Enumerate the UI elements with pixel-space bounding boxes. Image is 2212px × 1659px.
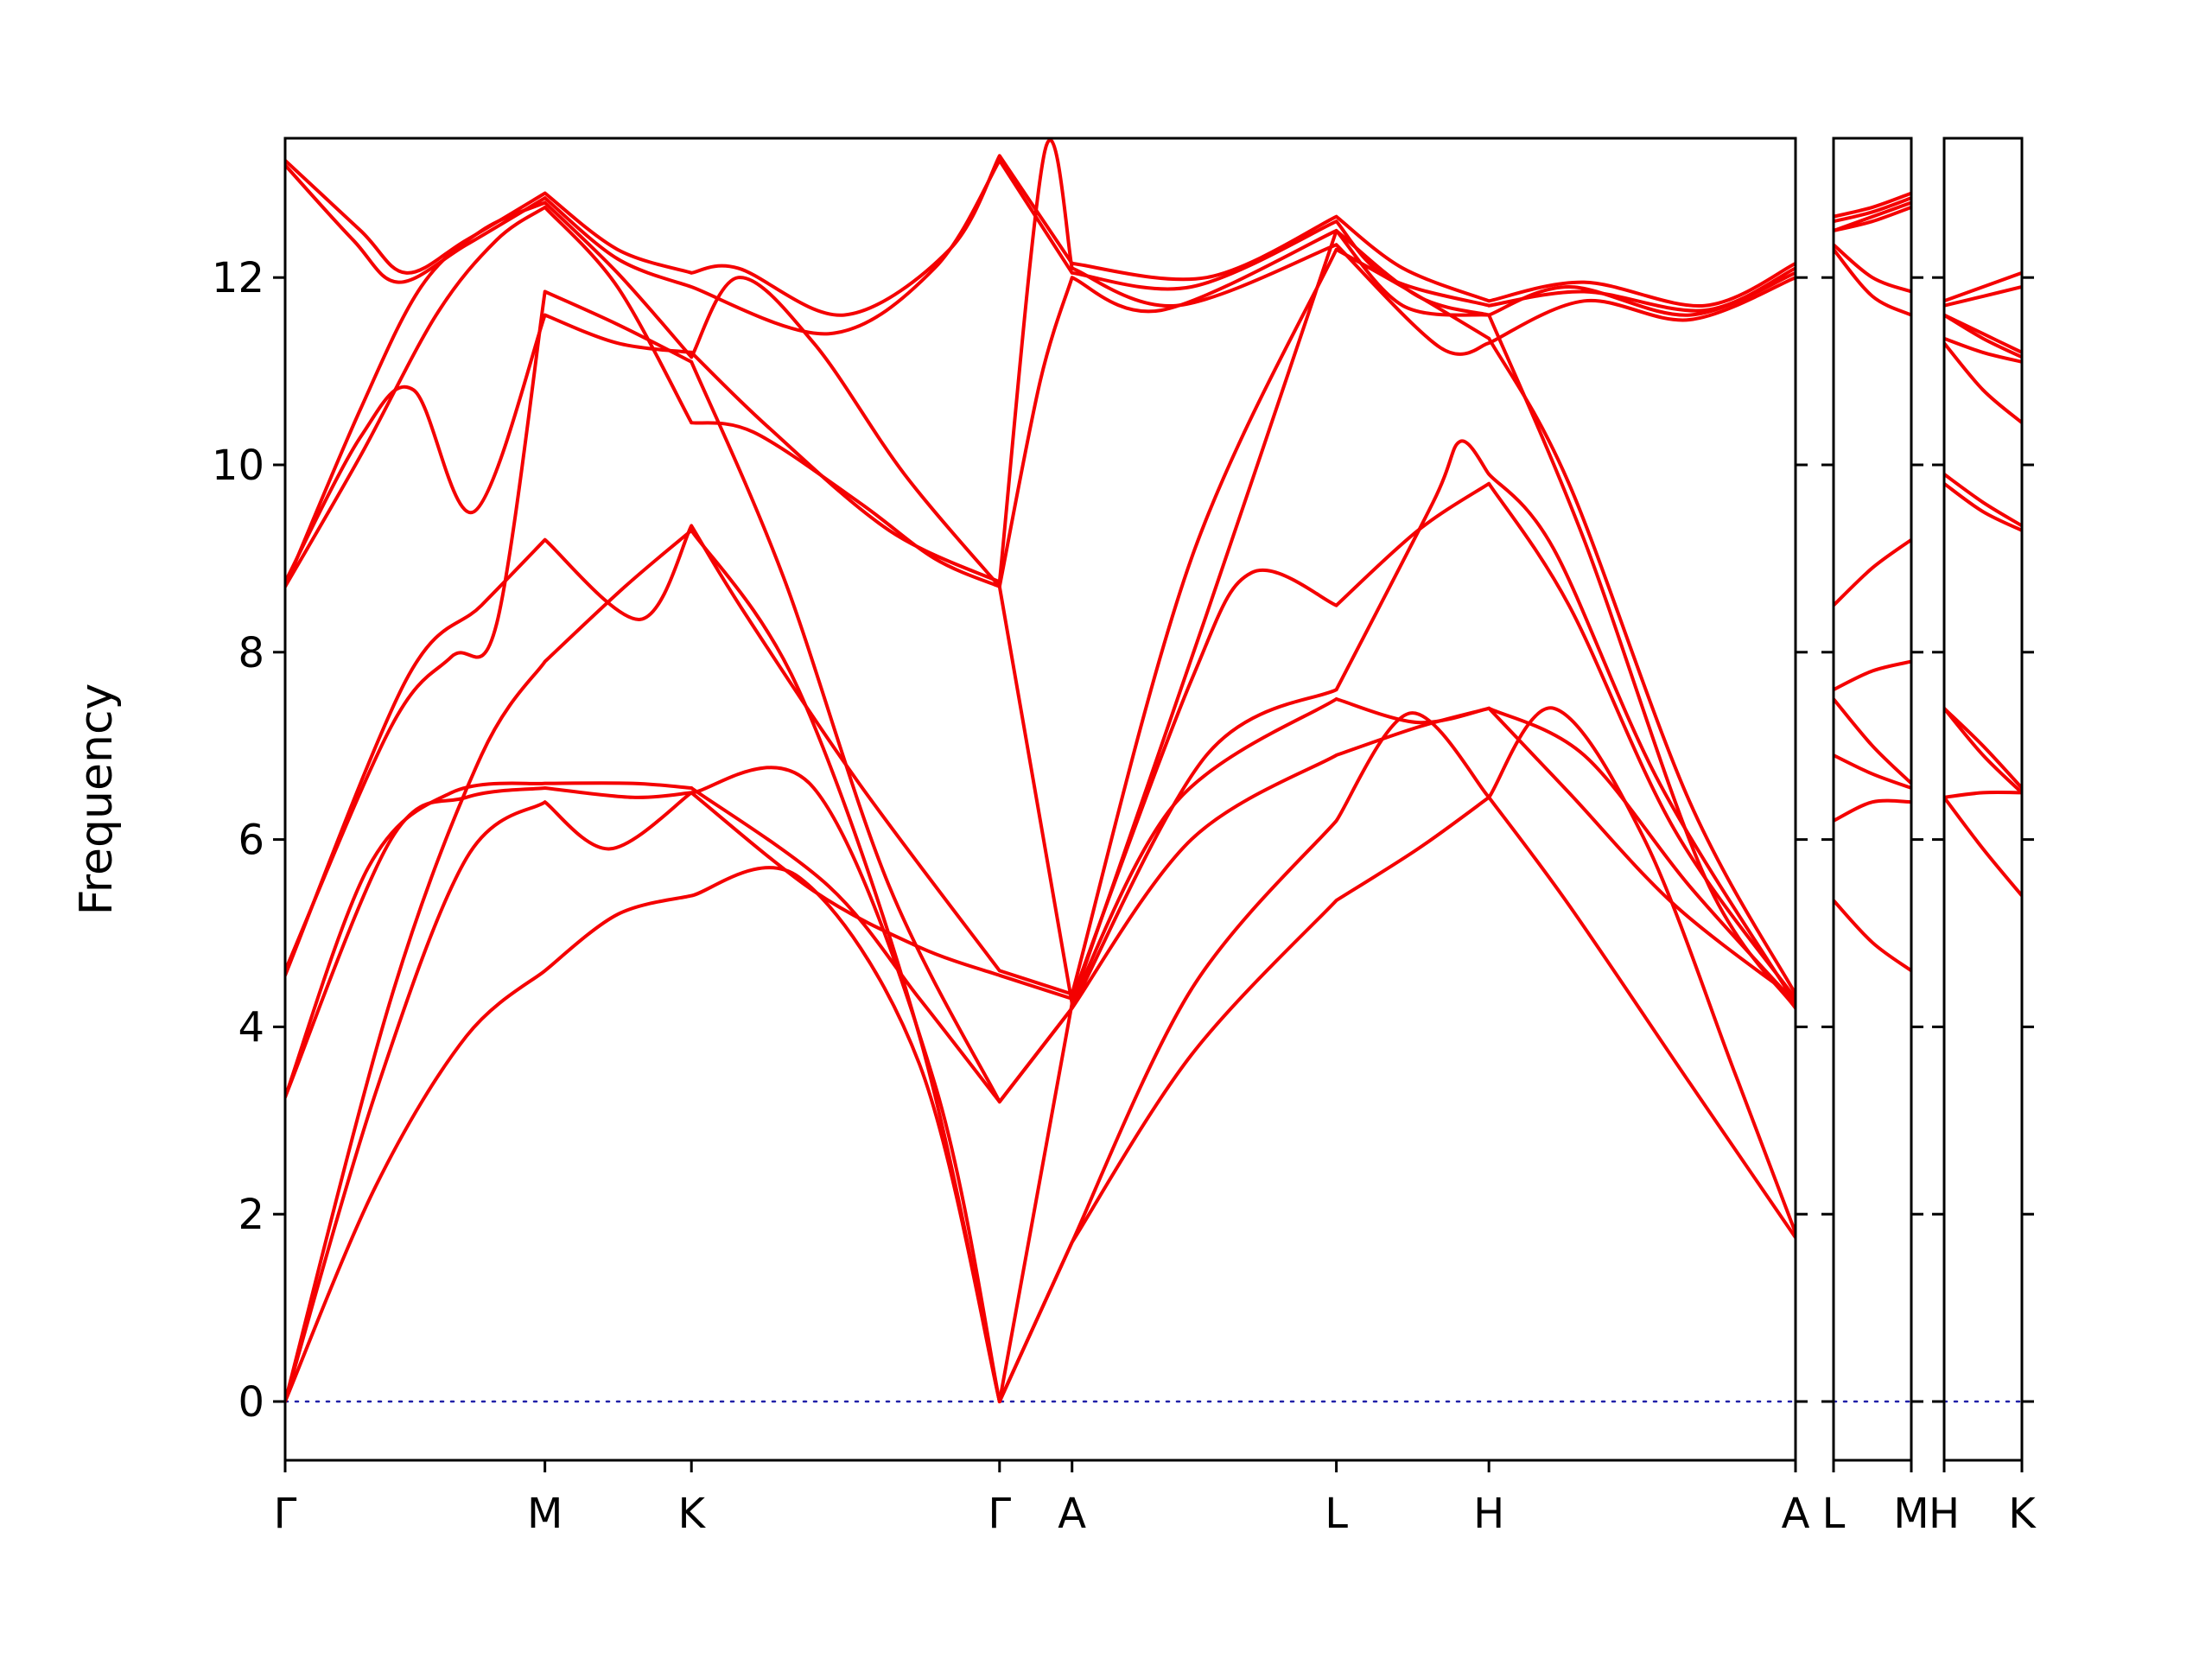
band-curve xyxy=(1944,270,2022,303)
band-curve xyxy=(1834,798,1911,823)
band-curve xyxy=(1834,753,1911,790)
y-tick-label: 12 xyxy=(212,254,264,302)
axes-box xyxy=(283,137,1797,1462)
y-tick-label: 4 xyxy=(238,1003,264,1052)
band-curves xyxy=(285,138,1796,1403)
band-curve xyxy=(1834,196,1911,224)
band-curve xyxy=(1944,285,2022,308)
band-curve xyxy=(285,138,1796,584)
band-curve xyxy=(285,205,1796,1010)
x-tick-label: M xyxy=(527,1490,563,1538)
band-curve xyxy=(1944,341,2022,425)
y-ticks xyxy=(1821,276,1923,1403)
y-axis-label: Frequency xyxy=(71,683,123,916)
y-ticks xyxy=(1932,276,2034,1403)
band-curve xyxy=(1944,481,2022,532)
x-tick-label: A xyxy=(1058,1490,1086,1538)
y-tick-label: 0 xyxy=(238,1378,264,1427)
y-tick-label: 6 xyxy=(238,817,264,865)
x-tick-label: H xyxy=(1473,1490,1504,1538)
x-tick-label: Γ xyxy=(988,1490,1011,1538)
band-curves xyxy=(1834,191,1911,973)
band-curve xyxy=(1944,472,2022,528)
band-curve xyxy=(1834,537,1911,607)
x-tick-label: L xyxy=(1822,1490,1846,1538)
y-tick-label: 2 xyxy=(238,1191,264,1239)
band-curve xyxy=(285,247,1796,996)
band-curve xyxy=(285,158,1796,336)
band-curve xyxy=(285,200,1796,588)
axes-box xyxy=(1832,137,1913,1462)
y-tick-label: 10 xyxy=(212,442,264,490)
band-curves xyxy=(1944,270,2022,898)
band-curve xyxy=(1834,659,1911,692)
x-tick-label: Γ xyxy=(274,1490,297,1538)
band-curve xyxy=(285,289,1796,1104)
y-ticks: 0 2 4 6 8 10 12 xyxy=(212,254,1808,1427)
band-curve xyxy=(1944,706,2022,790)
axes-box xyxy=(1942,137,2024,1462)
band-curve xyxy=(1944,336,2022,364)
band-curve xyxy=(1834,191,1911,219)
band-curve xyxy=(1834,247,1911,317)
x-tick-label: M xyxy=(1893,1490,1929,1538)
band-curve xyxy=(285,528,1796,1403)
band-curve xyxy=(1944,313,2022,354)
band-curve xyxy=(1834,697,1911,785)
y-tick-label: 8 xyxy=(238,629,264,677)
x-tick-label: A xyxy=(1782,1490,1810,1538)
band-curve xyxy=(1944,795,2022,898)
x-tick-label: L xyxy=(1325,1490,1348,1538)
band-curve xyxy=(1944,791,2022,799)
x-tick-label: K xyxy=(2008,1490,2037,1538)
band-curve xyxy=(1834,899,1911,973)
x-tick-label: K xyxy=(677,1490,706,1538)
band-curve xyxy=(1834,200,1911,232)
x-tick-label: H xyxy=(1929,1490,1960,1538)
band-curve xyxy=(285,481,1796,1099)
band-curve xyxy=(285,154,1796,317)
band-curve xyxy=(1834,243,1911,294)
